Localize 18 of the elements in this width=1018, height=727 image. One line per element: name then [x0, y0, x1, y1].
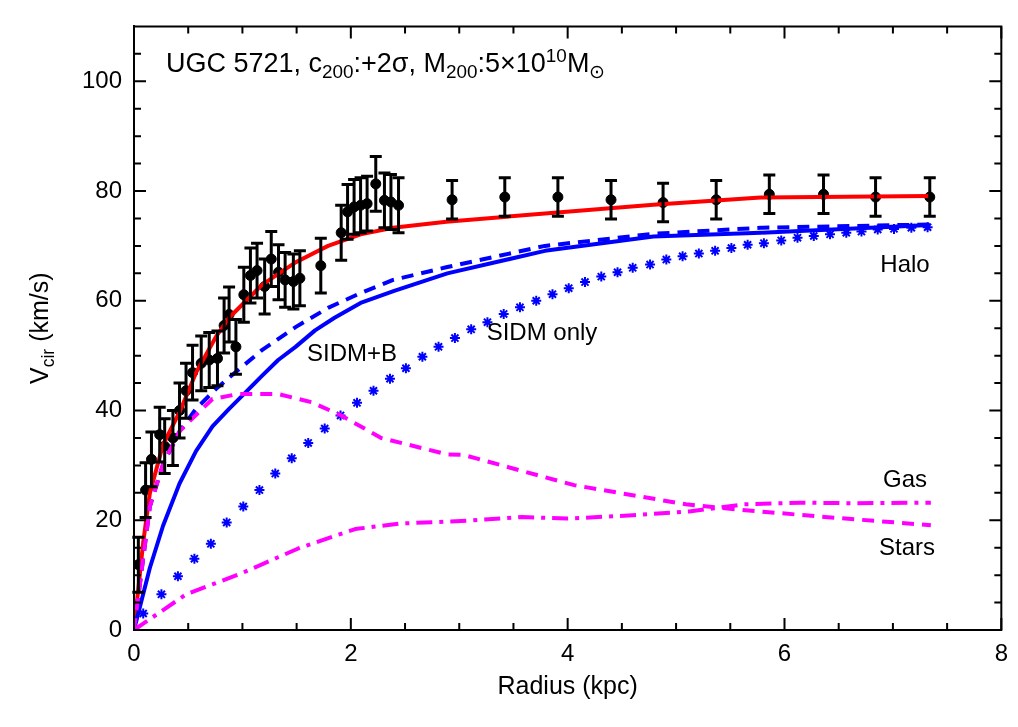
y-tick-label: 0	[108, 614, 122, 642]
series-label: Gas	[882, 464, 928, 492]
y-tick-label: 40	[95, 395, 122, 423]
x-tick-label: 4	[560, 639, 575, 667]
y-tick-label: 60	[95, 285, 122, 313]
series-label: SIDM only	[486, 317, 598, 345]
series-label: Stars	[878, 532, 936, 560]
y-axis-title: Vcir (km/s)	[25, 272, 58, 384]
x-tick-label: 8	[994, 639, 1009, 667]
x-axis-title: Radius (kpc)	[497, 671, 638, 699]
annotation: Halo	[880, 249, 930, 277]
x-tick-label: 2	[344, 639, 358, 667]
x-tick-label: 0	[127, 639, 141, 667]
x-tick-label: 6	[777, 639, 792, 667]
y-tick-label: 100	[81, 65, 122, 93]
y-tick-label: 80	[95, 175, 122, 203]
y-tick-label: 20	[95, 504, 122, 532]
series-label: SIDM+B	[306, 338, 398, 366]
